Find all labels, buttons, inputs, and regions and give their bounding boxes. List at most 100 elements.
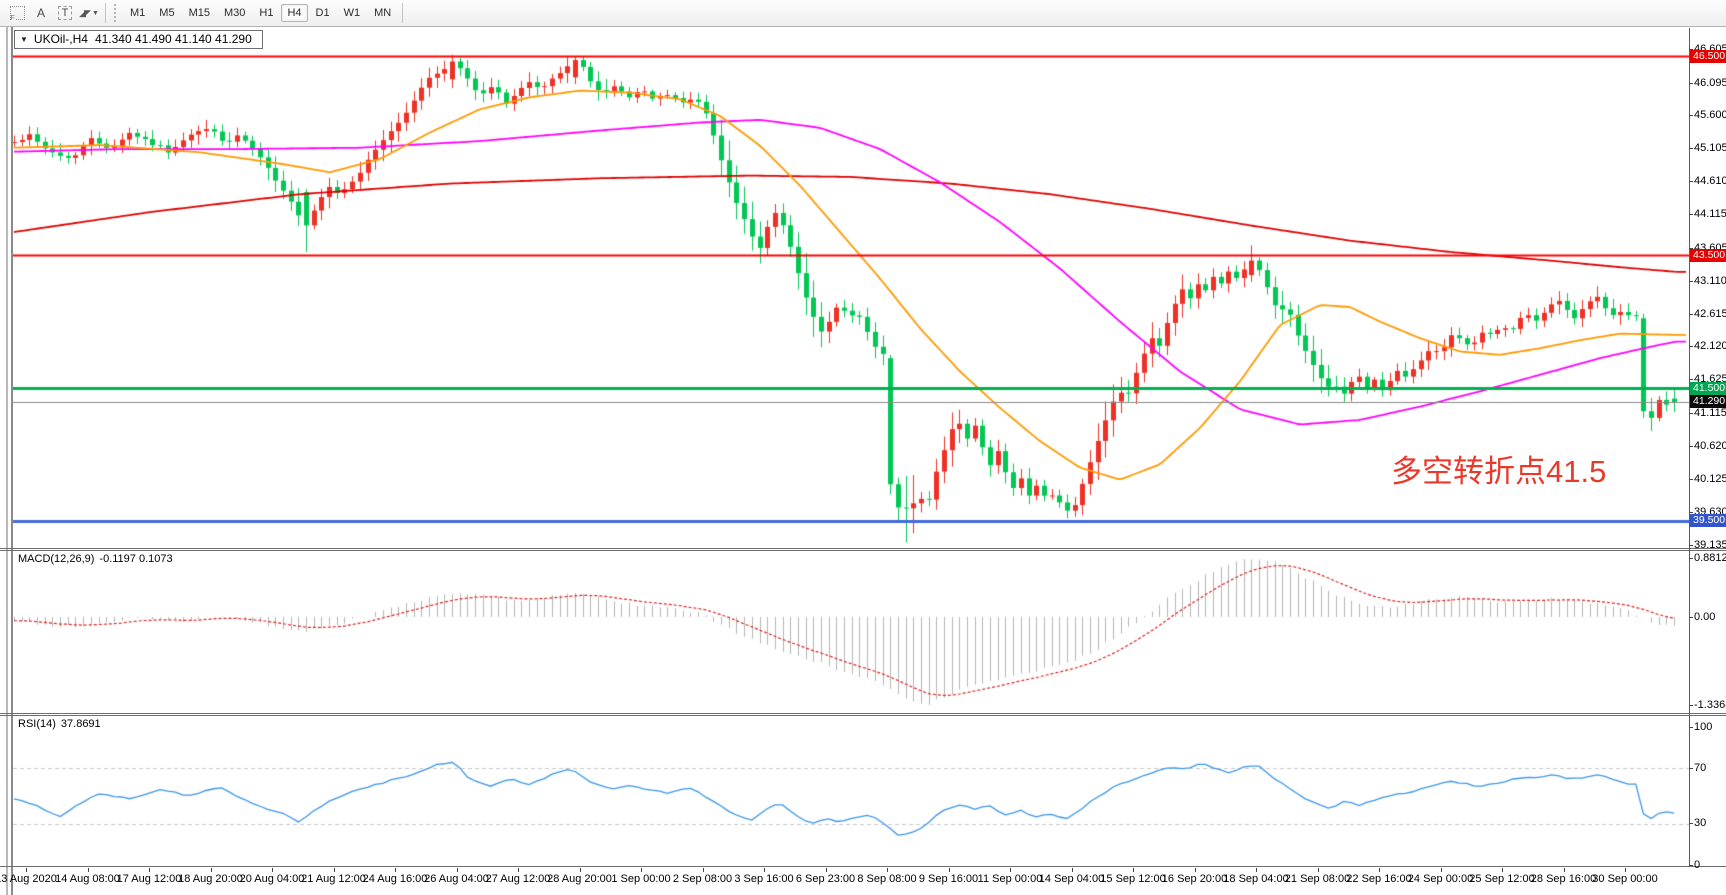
chart-title-box[interactable]: ▼ UKOil-,H4 41.340 41.490 41.140 41.290 xyxy=(14,30,263,49)
macd-axis-tick xyxy=(1689,616,1693,618)
time-axis-tick xyxy=(456,868,458,872)
date-axis-label: 13 Aug 2020 xyxy=(0,873,57,885)
price-axis-tick xyxy=(1689,346,1693,348)
price-axis-tick xyxy=(1689,511,1693,513)
panel-separator[interactable] xyxy=(0,715,1726,716)
window-left-edge xyxy=(6,27,8,895)
date-axis-label: 6 Sep 23:00 xyxy=(795,873,856,885)
time-axis-tick xyxy=(333,868,335,872)
rsi-indicator-canvas[interactable] xyxy=(13,716,1689,866)
timeframe-button-w1[interactable]: W1 xyxy=(343,7,361,19)
date-axis-label: 27 Aug 12:00 xyxy=(485,873,551,885)
time-axis-tick xyxy=(26,868,27,872)
time-axis-tick xyxy=(1010,868,1011,872)
price-axis-label: 44.115 xyxy=(1694,207,1726,220)
macd-indicator-label: MACD(12,26,9) -0.1197 0.1073 xyxy=(18,553,173,565)
panel-separator[interactable] xyxy=(0,548,1726,549)
date-axis-label: 18 Sep 04:00 xyxy=(1223,873,1289,885)
timeframe-button-d1[interactable]: D1 xyxy=(315,7,330,19)
date-axis-label: 21 Aug 12:00 xyxy=(301,873,366,885)
date-axis-label: 28 Aug 20:00 xyxy=(547,873,612,885)
price-axis-label: 45.105 xyxy=(1694,142,1726,155)
price-axis-label: 41.115 xyxy=(1694,407,1726,420)
panel-separator[interactable] xyxy=(0,713,1726,714)
time-axis-tick xyxy=(1256,868,1257,872)
price-axis-tick xyxy=(1689,82,1693,84)
date-axis-label: 28 Sep 16:00 xyxy=(1530,873,1597,885)
rsi-value: 37.8691 xyxy=(60,718,101,730)
macd-axis-tick xyxy=(1689,557,1693,559)
price-axis-label: 42.615 xyxy=(1694,307,1726,320)
date-axis-label: 9 Sep 16:00 xyxy=(918,873,979,885)
date-axis-label: 8 Sep 08:00 xyxy=(857,873,917,885)
chart-left-border xyxy=(11,27,13,895)
price-badge: 39.500 xyxy=(1690,514,1726,528)
rsi-axis-tick xyxy=(1689,823,1693,825)
toolbar-grip xyxy=(114,4,119,22)
price-axis-tick xyxy=(1689,478,1693,480)
date-axis-label: 24 Sep 00:00 xyxy=(1407,873,1474,885)
rsi-axis-label: 70 xyxy=(1694,761,1707,774)
price-axis-label: 46.095 xyxy=(1694,76,1726,89)
date-axis-label: 14 Aug 08:00 xyxy=(55,873,120,885)
price-axis-tick xyxy=(1689,313,1693,315)
main-chart-canvas[interactable] xyxy=(13,28,1689,548)
timeframe-button-m15[interactable]: M15 xyxy=(188,7,210,19)
time-axis-tick xyxy=(1625,868,1626,872)
chart-shift-glyph: F xyxy=(10,15,15,22)
macd-indicator-canvas[interactable] xyxy=(13,552,1689,712)
timeframe-button-h4[interactable]: H4 xyxy=(281,4,308,22)
time-axis-tick xyxy=(272,868,273,872)
macd-axis-label: -1.3368 xyxy=(1694,699,1726,712)
date-axis-label: 18 Aug 20:00 xyxy=(178,873,243,885)
time-axis-tick xyxy=(1440,868,1442,872)
price-axis-tick xyxy=(1689,148,1693,150)
timeframe-group: M1 M5 M15 M30 H1 H4 D1 W1 MN xyxy=(123,4,398,22)
arrow-style-tool-icon[interactable]: ◢◤ ▼ xyxy=(79,3,99,23)
price-axis-tick xyxy=(1689,181,1693,183)
toolbar-separator xyxy=(105,3,106,23)
macd-name: MACD(12,26,9) xyxy=(18,553,95,565)
time-axis-tick xyxy=(579,868,581,872)
date-axis-label: 30 Sep 00:00 xyxy=(1592,873,1658,885)
time-axis-tick xyxy=(702,868,704,872)
macd-axis-label: 0.8812 xyxy=(1694,551,1726,564)
timeframe-button-m5[interactable]: M5 xyxy=(159,7,175,19)
price-axis-label: 45.600 xyxy=(1694,109,1726,122)
timeframe-button-mn[interactable]: MN xyxy=(374,7,392,19)
timeframe-button-m30[interactable]: M30 xyxy=(223,7,246,19)
rsi-axis-label: 0 xyxy=(1694,858,1701,871)
time-axis-tick xyxy=(948,868,950,872)
price-badge: 43.500 xyxy=(1690,248,1726,262)
chart-shift-icon[interactable]: F xyxy=(7,3,27,23)
date-axis-label: 22 Sep 16:00 xyxy=(1346,873,1412,885)
chevron-down-icon[interactable]: ▼ xyxy=(91,9,99,17)
price-axis-border xyxy=(1689,28,1690,867)
price-axis-tick xyxy=(1689,115,1693,117)
timeframe-button-m1[interactable]: M1 xyxy=(130,7,146,19)
price-badge: 41.500 xyxy=(1690,381,1726,395)
date-axis-label: 20 Aug 04:00 xyxy=(239,873,305,885)
chevron-down-icon[interactable]: ▼ xyxy=(20,34,28,44)
date-axis-label: 15 Sep 12:00 xyxy=(1100,873,1166,885)
time-axis-tick xyxy=(518,868,519,872)
price-badge: 41.290 xyxy=(1690,395,1726,409)
macd-axis-label: 0.00 xyxy=(1694,610,1716,623)
text-label-tool-icon[interactable]: T xyxy=(55,3,75,23)
ohlc-values: 41.340 41.490 41.140 41.290 xyxy=(94,32,252,46)
price-axis-tick xyxy=(1689,544,1693,546)
time-axis-tick xyxy=(1317,868,1319,872)
date-axis-label: 11 Sep 00:00 xyxy=(977,873,1043,885)
rsi-name: RSI(14) xyxy=(18,718,56,730)
time-axis-tick xyxy=(1071,868,1073,872)
price-axis-label: 43.110 xyxy=(1694,274,1726,287)
price-axis-label: 40.620 xyxy=(1694,439,1726,452)
time-axis-tick xyxy=(887,868,888,872)
price-axis-tick xyxy=(1689,280,1693,282)
panel-separator[interactable] xyxy=(0,550,1726,551)
timeframe-button-h1[interactable]: H1 xyxy=(259,7,274,19)
chart-annotation-text: 多空转折点41.5 xyxy=(1391,454,1607,489)
date-axis-label: 14 Sep 04:00 xyxy=(1038,873,1105,885)
font-tool-icon[interactable]: A xyxy=(36,6,45,20)
